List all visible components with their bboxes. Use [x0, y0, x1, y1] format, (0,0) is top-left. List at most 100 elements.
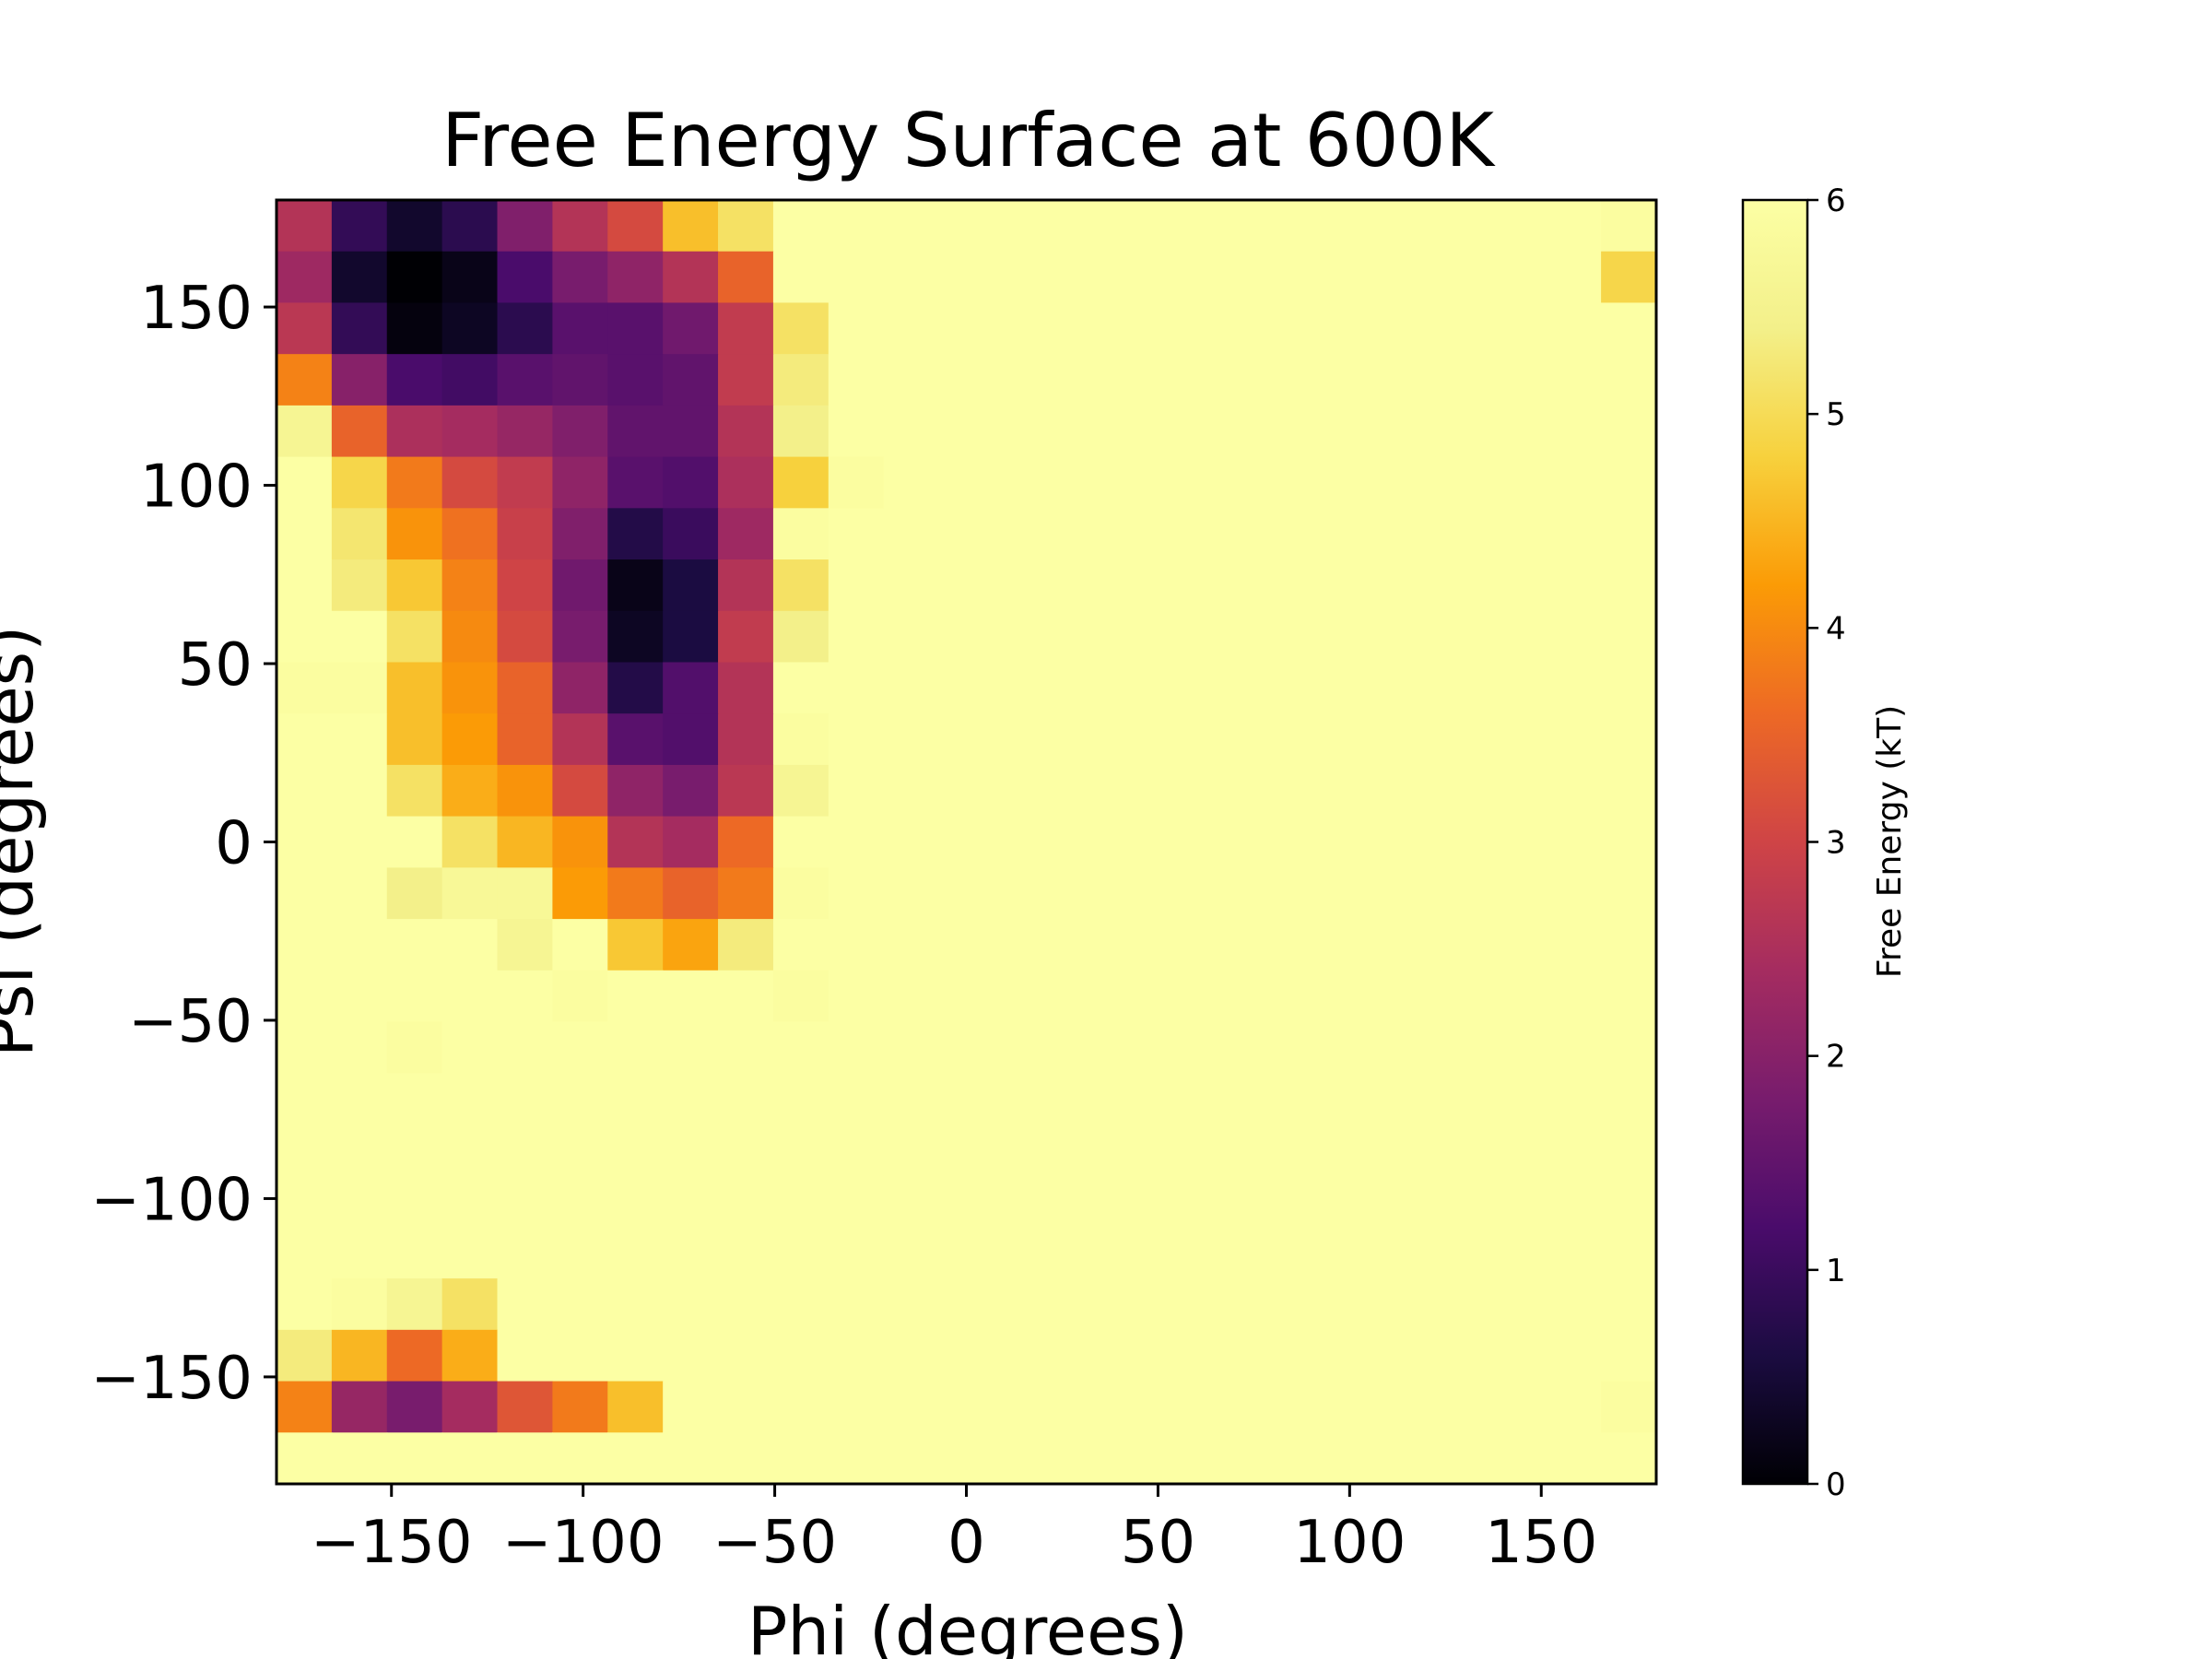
heatmap-cell — [1324, 1278, 1382, 1331]
heatmap-cell — [607, 1329, 664, 1382]
heatmap-cell — [1269, 354, 1326, 406]
heatmap-cell — [1546, 1175, 1602, 1228]
heatmap-cell — [1490, 1175, 1547, 1228]
heatmap-cell — [607, 559, 664, 612]
heatmap-cell — [1104, 662, 1160, 714]
y-tick-label: −100 — [90, 1166, 253, 1234]
heatmap-cell — [1214, 251, 1271, 304]
heatmap-cell — [772, 1021, 830, 1074]
heatmap-cell — [1269, 1021, 1326, 1074]
heatmap-cell — [663, 867, 719, 920]
heatmap-cell — [331, 405, 388, 458]
heatmap-cell — [1049, 251, 1105, 304]
heatmap-cell — [552, 816, 608, 868]
heatmap-cell — [386, 919, 443, 971]
heatmap-cell — [1546, 559, 1602, 612]
heatmap-cell — [1049, 1021, 1105, 1074]
heatmap-cell — [883, 764, 940, 818]
heatmap-cell — [1159, 508, 1216, 560]
heatmap-cell — [663, 200, 719, 253]
heatmap-cell — [1490, 1278, 1547, 1331]
heatmap-cell — [994, 251, 1050, 304]
heatmap-cell — [1214, 610, 1271, 664]
heatmap-cell — [1324, 1227, 1382, 1279]
heatmap-cell — [1435, 610, 1491, 664]
heatmap-cell — [1269, 508, 1326, 560]
colorbar-tick-label: 0 — [1826, 1466, 1846, 1503]
heatmap-cell — [441, 1381, 499, 1433]
heatmap-cell — [276, 764, 333, 818]
heatmap-cell — [994, 1073, 1050, 1125]
heatmap-cell — [1380, 970, 1437, 1023]
heatmap-cell — [1049, 662, 1105, 714]
heatmap-cell — [607, 456, 664, 509]
heatmap-cell — [1546, 1073, 1602, 1125]
heatmap-cell — [1104, 1329, 1160, 1382]
heatmap-cell — [386, 1175, 443, 1228]
heatmap-cell — [1104, 867, 1160, 920]
heatmap-cell — [1159, 610, 1216, 664]
heatmap-cell — [718, 1432, 774, 1485]
heatmap-cell — [663, 764, 719, 818]
heatmap-cell — [1214, 1381, 1271, 1433]
heatmap-cell — [994, 1381, 1050, 1433]
heatmap-cell — [607, 1278, 664, 1331]
heatmap-cell — [1049, 508, 1105, 560]
heatmap-cell — [718, 816, 774, 868]
heatmap-cell — [497, 405, 553, 458]
heatmap-cell — [1380, 816, 1437, 868]
heatmap-cell — [883, 1278, 940, 1331]
heatmap-cell — [1435, 1329, 1491, 1382]
heatmap-cell — [1269, 1432, 1326, 1485]
heatmap-cell — [552, 1124, 608, 1177]
heatmap-cell — [386, 405, 443, 458]
heatmap-cell — [1546, 456, 1602, 509]
heatmap-cell — [552, 919, 608, 971]
heatmap-cell — [1214, 970, 1271, 1023]
heatmap-cell — [1324, 970, 1382, 1023]
heatmap-cell — [663, 1021, 719, 1074]
heatmap-cell — [1049, 919, 1105, 971]
heatmap-cell — [1601, 508, 1657, 560]
heatmap-cell — [938, 713, 995, 766]
heatmap-cell — [828, 764, 885, 818]
colorbar-tick-label: 4 — [1826, 610, 1846, 647]
y-tick-label: 0 — [215, 810, 253, 878]
heatmap-cell — [828, 1021, 885, 1074]
heatmap-cell — [1324, 764, 1382, 818]
heatmap-cell — [1601, 1073, 1657, 1125]
heatmap-cell — [718, 456, 774, 509]
heatmap-cell — [1159, 1124, 1216, 1177]
heatmap-cell — [994, 354, 1050, 406]
heatmap-cell — [1546, 508, 1602, 560]
heatmap-cell — [1490, 1432, 1547, 1485]
heatmap-cell — [386, 662, 443, 714]
heatmap-cell — [1214, 713, 1271, 766]
heatmap-cell — [276, 713, 333, 766]
heatmap-cell — [276, 1381, 333, 1433]
heatmap-cell — [828, 1124, 885, 1177]
heatmap-cell — [1546, 200, 1602, 253]
heatmap-cell — [883, 1432, 940, 1485]
heatmap-cell — [718, 1278, 774, 1331]
heatmap-cell — [883, 1021, 940, 1074]
heatmap-cell — [386, 713, 443, 766]
heatmap-cell — [497, 1124, 553, 1177]
heatmap-cell — [386, 1432, 443, 1485]
heatmap-cell — [1049, 1073, 1105, 1125]
heatmap-cell — [883, 251, 940, 304]
heatmap-cell — [552, 1021, 608, 1074]
heatmap-cell — [1490, 764, 1547, 818]
heatmap-cell — [331, 1329, 388, 1382]
heatmap-cell — [828, 816, 885, 868]
heatmap-cell — [1214, 508, 1271, 560]
heatmap-cell — [1380, 251, 1437, 304]
heatmap-cell — [1324, 816, 1382, 868]
heatmap-cell — [1159, 1432, 1216, 1485]
heatmap-cell — [607, 1124, 664, 1177]
heatmap-cell — [772, 764, 830, 818]
heatmap-cell — [718, 405, 774, 458]
heatmap-cell — [994, 200, 1050, 253]
heatmap-cell — [441, 1073, 499, 1125]
heatmap-cell — [663, 816, 719, 868]
